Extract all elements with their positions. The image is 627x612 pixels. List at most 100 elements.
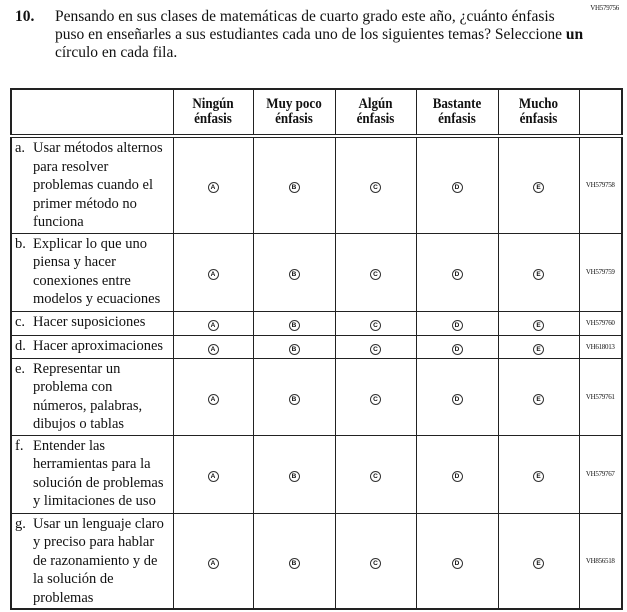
row-letter: f. [15, 437, 24, 454]
radio-option-c[interactable]: C [370, 393, 381, 405]
radio-option-b[interactable]: B [288, 320, 300, 331]
radio-option-e[interactable]: E [533, 343, 544, 355]
option-cell: C [334, 232, 417, 312]
table-row: g. Usar un lenguaje claro y preciso para … [10, 512, 623, 610]
row-text: Explicar lo que uno piensa y hacer conex… [33, 235, 161, 308]
radio-option-d[interactable]: D [451, 320, 463, 331]
question-text: Pensando en sus clases de matemáticas de… [55, 8, 585, 62]
option-cell: E [497, 512, 580, 610]
option-cell: E [497, 434, 580, 514]
radio-option-a[interactable]: A [207, 471, 219, 482]
radio-option-c[interactable]: C [370, 320, 381, 331]
radio-option-e[interactable]: E [533, 320, 544, 331]
radio-option-d[interactable]: D [451, 182, 463, 194]
option-cell: D [415, 512, 499, 610]
header-blank [18, 88, 166, 138]
radio-option-e[interactable]: E [533, 269, 544, 280]
option-cell: C [334, 357, 417, 436]
radio-option-a[interactable]: A [207, 320, 219, 331]
page-code: VH579756 [590, 4, 619, 12]
row-letter: e. [15, 360, 26, 377]
radio-option-b[interactable]: B [288, 393, 300, 405]
question-text-part: Pensando en sus clases de matemáticas de… [55, 8, 566, 43]
header-algun: Algún énfasis [338, 88, 413, 138]
option-cell: A [172, 357, 254, 436]
radio-option-d[interactable]: D [451, 343, 463, 355]
option-cell: A [172, 232, 254, 312]
radio-option-e[interactable]: E [533, 393, 544, 405]
row-label: f. Entender las herramientas para la solu… [10, 434, 174, 514]
row-label: b. Explicar lo que uno piensa y hacer con… [10, 232, 174, 312]
question-prompt: 10. Pensando en sus clases de matemática… [15, 8, 585, 62]
radio-option-c[interactable]: C [370, 471, 381, 482]
radio-option-b[interactable]: B [288, 557, 300, 569]
radio-option-a[interactable]: A [207, 557, 219, 569]
option-cell: B [252, 135, 336, 234]
radio-option-d[interactable]: D [451, 471, 463, 482]
radio-option-c[interactable]: C [370, 343, 381, 355]
radio-option-d[interactable]: D [451, 393, 463, 405]
radio-option-a[interactable]: A [207, 343, 219, 355]
radio-option-a[interactable]: A [207, 269, 219, 280]
option-cell: B [252, 310, 336, 336]
option-cell: B [252, 434, 336, 514]
header-muy-poco: Muy poco énfasis [256, 88, 332, 138]
row-text: Hacer suposiciones [33, 313, 146, 330]
option-cell: A [172, 512, 254, 610]
item-id: VH579767 [578, 434, 623, 514]
header-row: Ningún énfasis Muy poco énfasis Algún énfas… [11, 88, 622, 138]
row-text: Hacer aproximaciones [33, 337, 164, 354]
radio-option-b[interactable]: B [288, 343, 300, 355]
option-cell: D [415, 232, 499, 312]
option-cell: C [334, 310, 417, 336]
option-cell: C [334, 135, 417, 234]
radio-option-b[interactable]: B [288, 269, 300, 280]
header-id [580, 88, 621, 138]
table-row: e. Representar un problema con números, p… [10, 357, 623, 436]
option-cell: E [497, 357, 580, 436]
response-table: Ningún énfasis Muy poco énfasis Algún énfas… [10, 88, 623, 610]
item-id: VH856518 [578, 512, 623, 610]
radio-option-d[interactable]: D [451, 269, 463, 280]
header-mucho: Mucho énfasis [501, 88, 576, 138]
radio-option-b[interactable]: B [288, 471, 300, 482]
radio-option-e[interactable]: E [533, 557, 544, 569]
option-cell: C [334, 512, 417, 610]
radio-option-c[interactable]: C [370, 557, 381, 569]
row-label: g. Usar un lenguaje claro y preciso para … [10, 512, 174, 610]
table-row: c. Hacer suposiciones A B C D E VH579760 [10, 310, 623, 336]
option-cell: B [252, 512, 336, 610]
row-letter: g. [15, 515, 26, 532]
option-cell: A [172, 135, 254, 234]
radio-option-a[interactable]: A [207, 393, 219, 405]
radio-option-e[interactable]: E [533, 471, 544, 482]
radio-option-b[interactable]: B [288, 182, 300, 194]
option-cell: B [252, 334, 336, 359]
row-letter: a. [15, 140, 26, 156]
option-cell: D [415, 434, 499, 514]
row-label: d. Hacer aproximaciones [10, 334, 174, 359]
option-cell: E [497, 232, 580, 312]
option-cell: A [172, 434, 254, 514]
row-letter: d. [15, 337, 26, 354]
option-cell: A [172, 310, 254, 336]
item-id: VH579761 [578, 357, 623, 436]
radio-option-c[interactable]: C [370, 269, 381, 280]
radio-option-c[interactable]: C [370, 182, 381, 194]
question-text-end: círculo en cada fila. [55, 44, 178, 61]
row-label: e. Representar un problema con números, p… [10, 357, 174, 436]
option-cell: B [252, 357, 336, 436]
row-label: a. Usar métodos alternos para resolver pr… [10, 135, 174, 234]
option-cell: C [334, 434, 417, 514]
item-id: VH579758 [578, 135, 623, 234]
option-cell: D [415, 357, 499, 436]
header-bastante: Bastante énfasis [419, 88, 495, 138]
radio-option-e[interactable]: E [533, 182, 544, 194]
radio-option-a[interactable]: A [207, 182, 219, 194]
item-id: VH579759 [578, 232, 623, 312]
row-text: Usar métodos alternos para resolver prob… [33, 140, 163, 230]
option-cell: B [252, 232, 336, 312]
radio-option-d[interactable]: D [451, 557, 463, 569]
question-text-bold: un [565, 26, 584, 43]
item-id: VH579760 [578, 310, 623, 336]
